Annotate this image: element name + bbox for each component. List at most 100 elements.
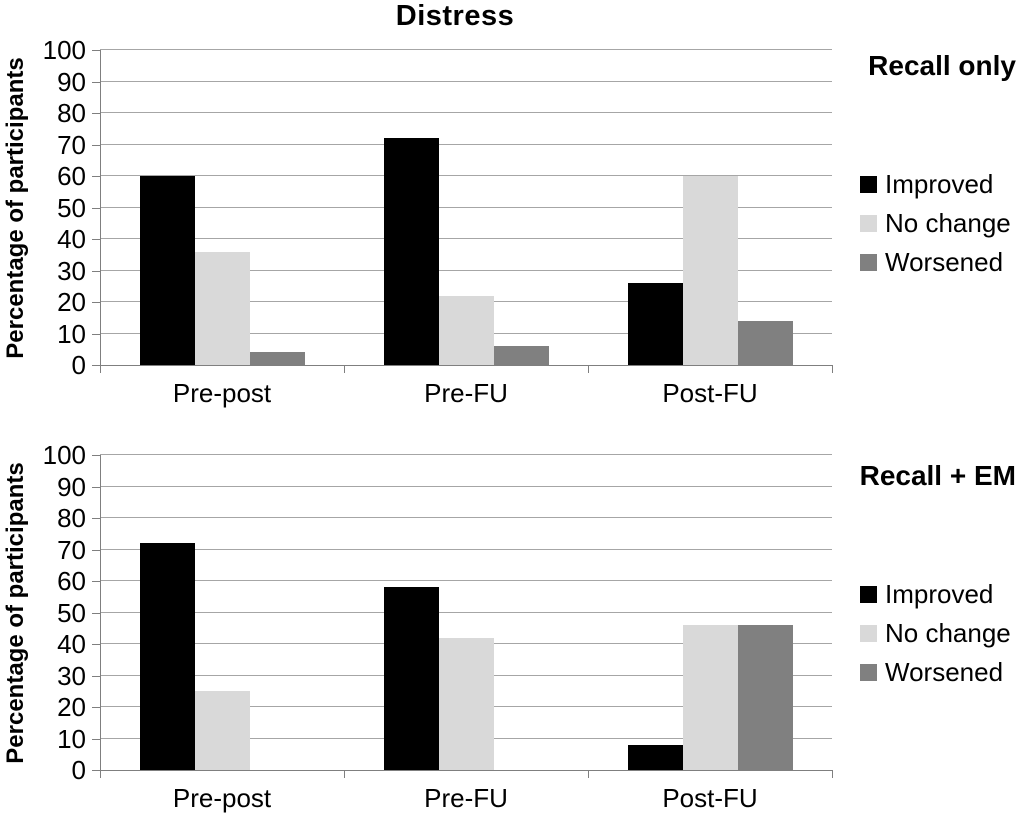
y-axis-title: Percentage of participants (2, 461, 29, 764)
x-axis-tick (344, 365, 345, 373)
legend-label-worsened: Worsened (885, 247, 1004, 277)
y-axis-tick (92, 113, 100, 114)
y-axis-tick (92, 707, 100, 708)
gridline-50 (100, 206, 832, 208)
gridline-0 (100, 365, 832, 366)
legend: Improved No change Worsened (860, 581, 1011, 685)
y-tick-label: 50 (57, 192, 86, 223)
y-tick-label: 60 (57, 161, 86, 191)
panel-label-recall-only: Recall only (868, 50, 1016, 81)
bar-pre-post-improved (140, 176, 195, 365)
y-tick-label: 0 (71, 755, 86, 785)
y-axis-tick (92, 486, 100, 488)
legend-item-no-change: No change (860, 620, 1011, 646)
legend-label-improved: Improved (885, 579, 994, 609)
y-tick-label: 80 (57, 503, 86, 533)
gridline-90 (100, 485, 832, 487)
y-tick-label: 100 (42, 35, 86, 65)
plot-area (100, 454, 832, 771)
y-tick-label: 30 (57, 660, 86, 691)
bar-pre-fu-improved (384, 138, 439, 365)
y-tick-label: 90 (57, 66, 86, 97)
bar-pre-fu-no-change (439, 296, 494, 365)
figure-title: Distress (395, 0, 515, 32)
y-axis-tick (92, 207, 100, 209)
bar-post-fu-no-change (683, 625, 738, 770)
y-axis-tick (92, 50, 100, 51)
legend-label-no-change: No change (885, 208, 1011, 238)
legend: Improved No change Worsened (860, 171, 1011, 275)
x-category-label-post-fu: Post-FU (662, 378, 758, 408)
panel-recall-only: Recall only 0 10 20 30 40 50 60 70 80 90 100 Pre-po… (2, 35, 1016, 408)
y-axis-tick (92, 270, 100, 272)
bar-pre-post-improved (140, 543, 195, 770)
y-axis-tick (92, 770, 100, 771)
legend-item-improved: Improved (860, 581, 1011, 607)
y-axis-tick (92, 81, 100, 83)
x-category-label-pre-fu: Pre-FU (424, 378, 508, 408)
y-axis-tick (92, 518, 100, 519)
x-axis-tick (832, 770, 833, 778)
x-axis-tick (588, 770, 589, 778)
y-tick-label: 80 (57, 98, 86, 128)
y-tick-label: 30 (57, 255, 86, 286)
y-tick-label: 40 (57, 224, 86, 254)
y-tick-label: 40 (57, 629, 86, 659)
legend-label-no-change: No change (885, 618, 1011, 648)
y-axis-tick (92, 738, 100, 740)
plot-area (100, 49, 832, 366)
gridline-50 (100, 611, 832, 613)
y-axis-tick (92, 144, 100, 146)
bar-pre-post-no-change (195, 252, 250, 365)
gridline-80 (100, 517, 832, 518)
y-axis-tick (92, 581, 100, 582)
x-category-label-pre-fu: Pre-FU (424, 783, 508, 813)
y-tick-label: 60 (57, 566, 86, 596)
gridline-40 (100, 238, 832, 239)
y-tick-label: 20 (57, 692, 86, 722)
y-axis-tick (92, 455, 100, 456)
bar-pre-post-worsened (250, 352, 305, 365)
legend-swatch-no-change-icon (860, 214, 877, 232)
x-axis-tick (588, 365, 589, 373)
y-tick-label: 10 (57, 723, 86, 754)
gridline-60 (100, 580, 832, 581)
x-axis-tick (100, 365, 101, 373)
y-tick-label: 70 (57, 534, 86, 565)
y-tick-label: 20 (57, 287, 86, 317)
legend-swatch-no-change-icon (860, 624, 877, 642)
gridline-90 (100, 80, 832, 82)
legend-swatch-improved-icon (860, 175, 877, 193)
y-axis-tick (92, 644, 100, 645)
legend-swatch-improved-icon (860, 585, 877, 603)
y-axis-tick (92, 365, 100, 366)
y-axis-tick (92, 239, 100, 240)
legend-item-worsened: Worsened (860, 249, 1011, 275)
gridline-60 (100, 175, 832, 176)
y-tick-label: 50 (57, 597, 86, 628)
bar-post-fu-no-change (683, 176, 738, 365)
legend-label-worsened: Worsened (885, 657, 1004, 687)
panel-recall-em: Recall + EM 0 10 20 30 40 50 60 70 80 90 100 Pre-po… (0, 410, 1024, 820)
x-axis-tick (832, 365, 833, 373)
x-axis-tick (344, 770, 345, 778)
x-axis-tick (100, 770, 101, 778)
legend-swatch-worsened-icon (860, 253, 877, 271)
gridline-0 (100, 770, 832, 771)
panel-label-recall-em: Recall + EM (859, 460, 1016, 491)
bar-post-fu-improved (628, 283, 683, 365)
y-axis-line (100, 50, 101, 373)
x-category-label-pre-post: Pre-post (172, 378, 272, 408)
bar-pre-fu-worsened (494, 346, 549, 365)
y-axis-tick (92, 333, 100, 335)
legend-item-worsened: Worsened (860, 659, 1011, 685)
y-axis-tick (92, 549, 100, 551)
gridline-100 (100, 454, 832, 455)
y-axis-line (100, 455, 101, 778)
y-tick-label: 100 (42, 440, 86, 470)
bar-pre-fu-no-change (439, 638, 494, 770)
legend-item-improved: Improved (860, 171, 1011, 197)
x-category-label-post-fu: Post-FU (662, 783, 758, 813)
gridline-30 (100, 269, 832, 271)
